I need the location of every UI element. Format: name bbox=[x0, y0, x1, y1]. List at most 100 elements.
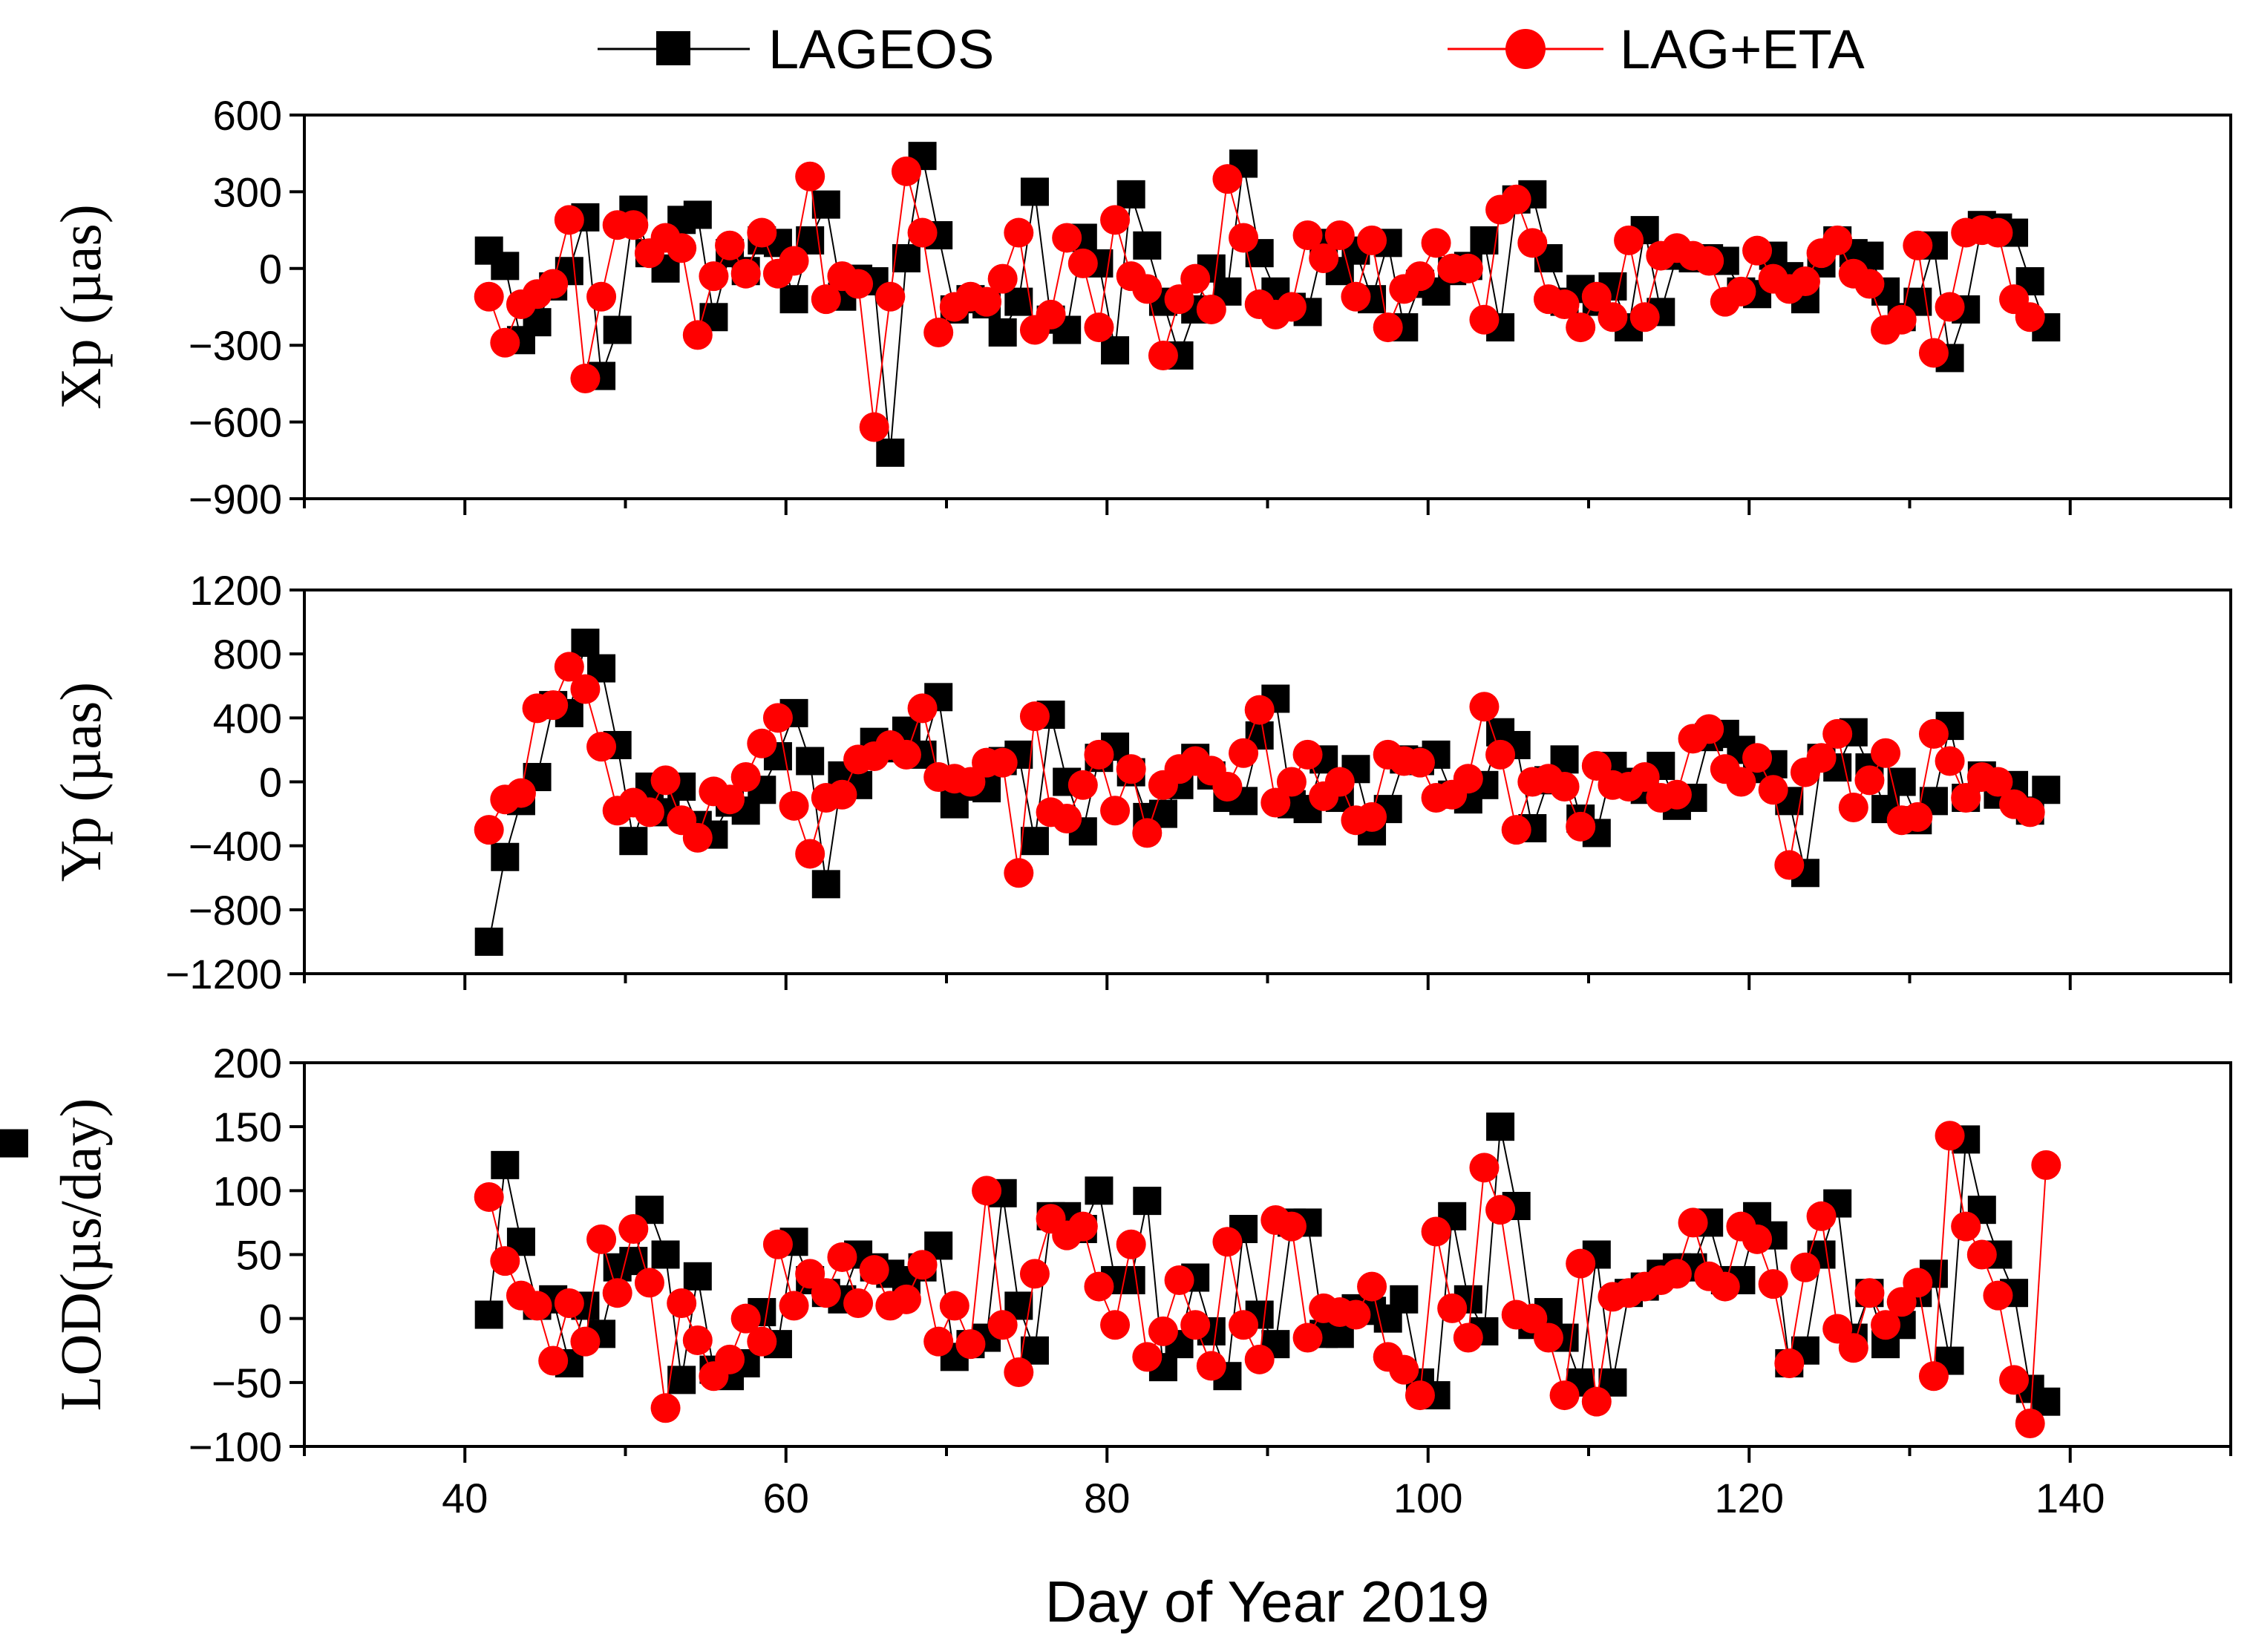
data-point-lageta bbox=[1629, 302, 1660, 332]
data-point-lageta bbox=[747, 217, 777, 248]
data-point-lageta bbox=[554, 652, 584, 682]
data-point-lageta bbox=[859, 412, 889, 442]
data-point-lageta bbox=[506, 778, 536, 808]
data-point-lageta bbox=[811, 284, 841, 315]
data-point-lageta bbox=[827, 1242, 857, 1272]
data-point-lageos bbox=[1470, 226, 1499, 255]
data-point-lageta bbox=[634, 1268, 664, 1298]
data-point-lageta bbox=[618, 1214, 649, 1245]
data-point-lageta bbox=[522, 1291, 552, 1321]
data-point-lageta bbox=[699, 261, 729, 292]
data-point-lageta bbox=[1726, 767, 1756, 797]
data-point-lageos bbox=[619, 827, 648, 856]
data-point-lageta bbox=[1549, 289, 1580, 320]
data-point-lageta bbox=[570, 674, 601, 704]
data-point-lageta bbox=[667, 1288, 697, 1318]
data-point-lageos bbox=[683, 1262, 712, 1291]
data-point-lageta bbox=[1196, 1351, 1226, 1381]
data-point-lageta bbox=[923, 317, 954, 347]
data-point-lageta bbox=[1935, 1121, 1965, 1151]
y-tick-label: 100 bbox=[213, 1167, 282, 1214]
data-point-lageta bbox=[1966, 1239, 1997, 1270]
legend-item-lageta: LAG+ETA bbox=[1448, 19, 1865, 80]
data-point-lageta bbox=[650, 1393, 681, 1423]
y-tick-label: −600 bbox=[189, 399, 282, 446]
y-tick-label: 400 bbox=[213, 695, 282, 741]
data-point-lageos bbox=[571, 629, 600, 658]
data-point-lageos bbox=[651, 1240, 680, 1269]
data-point-lageta bbox=[2015, 302, 2045, 332]
data-point-lageta bbox=[1903, 1268, 1933, 1298]
data-point-lageos bbox=[683, 200, 712, 229]
data-point-lageta bbox=[747, 1326, 777, 1357]
data-point-lageta bbox=[939, 1291, 969, 1321]
data-point-lageta bbox=[1453, 1322, 1483, 1353]
data-point-lageta bbox=[891, 156, 921, 186]
y-tick-label: 200 bbox=[213, 1040, 282, 1086]
data-point-lageos bbox=[474, 927, 503, 956]
data-point-lageos bbox=[876, 438, 905, 467]
data-point-lageos bbox=[474, 1300, 503, 1329]
data-point-lageta bbox=[1871, 1310, 1901, 1340]
data-point-lageta bbox=[1951, 783, 1981, 813]
data-point-lageta bbox=[875, 281, 906, 312]
data-point-lageta bbox=[1421, 228, 1451, 258]
data-point-lageos bbox=[667, 1366, 696, 1394]
y-tick-label: −100 bbox=[189, 1423, 282, 1470]
data-point-lageos bbox=[988, 318, 1017, 347]
data-point-lageta bbox=[1389, 1354, 1419, 1385]
data-point-lageta bbox=[1292, 1322, 1323, 1353]
data-point-lageta bbox=[1999, 1365, 2030, 1395]
data-point-lageta bbox=[1549, 1380, 1580, 1411]
data-point-lageta bbox=[1100, 205, 1131, 235]
data-point-lageos bbox=[1390, 1285, 1419, 1314]
data-point-lageta bbox=[490, 327, 520, 358]
data-point-lageta bbox=[538, 269, 569, 299]
data-point-lageta bbox=[972, 1176, 1002, 1206]
data-point-lageta bbox=[1742, 235, 1773, 266]
data-point-lageta bbox=[827, 779, 857, 810]
data-point-lageta bbox=[570, 364, 601, 394]
data-point-lageta bbox=[955, 1329, 986, 1360]
data-point-lageta bbox=[1710, 1271, 1740, 1302]
data-point-lageta bbox=[1822, 718, 1853, 749]
data-point-lageta bbox=[586, 732, 617, 762]
data-point-lageta bbox=[779, 790, 809, 821]
data-point-lageta bbox=[682, 822, 713, 853]
x-tick-labels: 40 60 80 100 120 140 bbox=[442, 1475, 2105, 1521]
data-point-lageta bbox=[1918, 338, 1949, 368]
data-point-lageta bbox=[1854, 765, 1885, 796]
data-point-lageta bbox=[1276, 1211, 1307, 1242]
data-point-lageta bbox=[1886, 304, 1917, 335]
data-point-lageta bbox=[538, 690, 569, 721]
data-point-lageta bbox=[1229, 1310, 1259, 1340]
data-point-lageta bbox=[730, 258, 761, 289]
data-point-lageta bbox=[1758, 775, 1788, 805]
data-point-lageos bbox=[811, 190, 840, 219]
data-point-lageta bbox=[715, 1344, 745, 1374]
data-point-lageta bbox=[1790, 1252, 1820, 1282]
data-point-lageta bbox=[682, 320, 713, 350]
data-point-lageta bbox=[1453, 253, 1483, 283]
y-tick-label: 0 bbox=[259, 246, 282, 292]
data-point-lageta bbox=[1164, 1265, 1194, 1295]
data-point-lageta bbox=[715, 784, 745, 815]
data-point-lageta bbox=[1292, 739, 1323, 770]
data-point-lageta bbox=[923, 1326, 954, 1357]
data-point-lageta bbox=[1084, 312, 1114, 343]
data-point-lageta bbox=[1132, 274, 1163, 304]
legend-label-lageos: LAGEOS bbox=[768, 19, 994, 80]
data-point-lageta bbox=[1838, 792, 1868, 822]
data-point-lageta bbox=[1052, 804, 1082, 834]
data-point-lageta bbox=[1549, 771, 1580, 802]
data-point-lageta bbox=[1790, 266, 1820, 297]
data-point-lageta bbox=[987, 747, 1018, 778]
data-point-lageta bbox=[1903, 802, 1933, 832]
data-point-lageta bbox=[1324, 220, 1355, 250]
data-point-lageos bbox=[779, 285, 808, 314]
y-tick-label: −50 bbox=[212, 1360, 282, 1406]
data-point-lageta bbox=[1581, 1386, 1612, 1417]
data-point-lageta bbox=[1661, 779, 1692, 810]
data-point-lageta bbox=[843, 1288, 874, 1318]
data-point-lageta bbox=[1614, 225, 1644, 255]
